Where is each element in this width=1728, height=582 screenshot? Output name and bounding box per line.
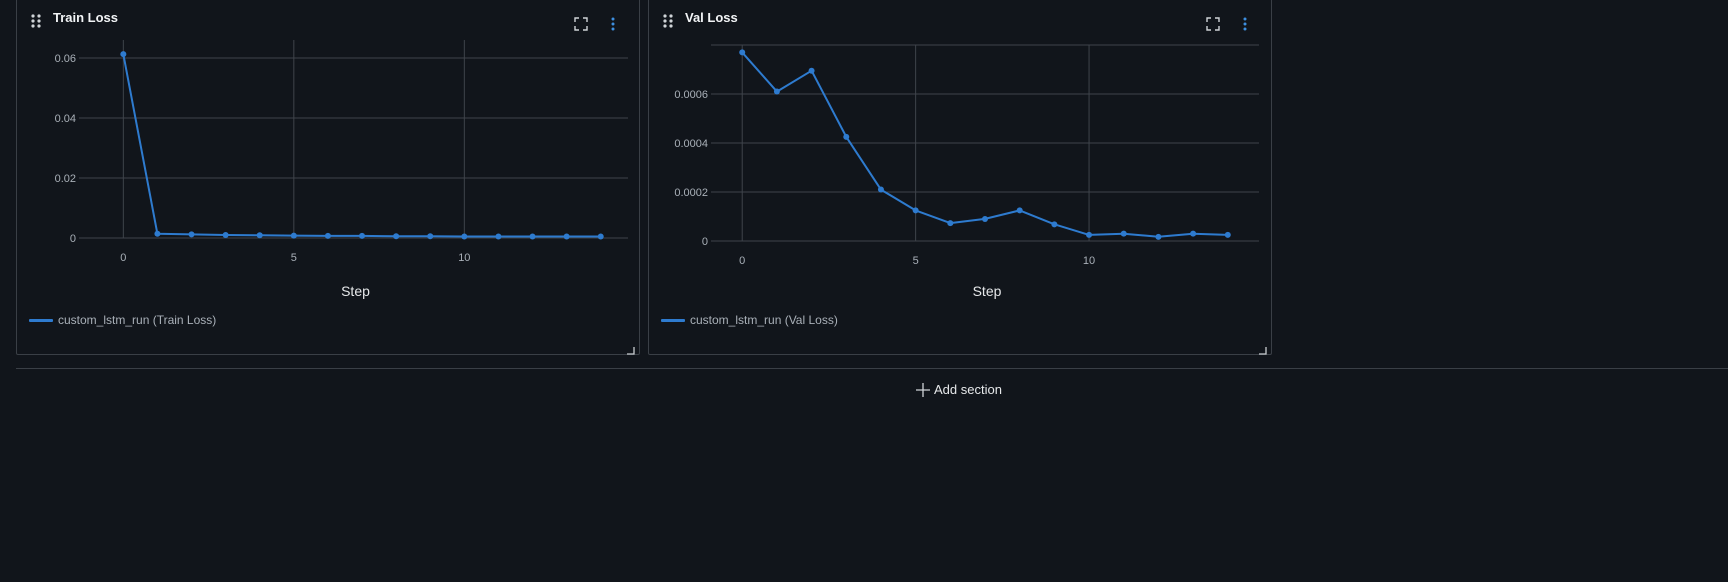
section-divider bbox=[16, 368, 1728, 369]
y-tick-label: 0 bbox=[702, 236, 708, 248]
chart-panel-train-loss: Train Loss 0 5 10 0 0.02 0.04 0.06 Step custom_… bbox=[16, 0, 640, 355]
x-axis-label: Step bbox=[973, 283, 1002, 299]
add-section-label: Add section bbox=[934, 382, 1002, 397]
val-loss-chart: 0 5 10 0 0.0002 0.0004 0.0006 Step bbox=[674, 44, 1259, 299]
fullscreen-icon[interactable] bbox=[571, 14, 591, 34]
data-point bbox=[1086, 231, 1093, 238]
add-section-button[interactable]: Add section bbox=[916, 382, 1002, 397]
data-point bbox=[563, 233, 570, 240]
data-point bbox=[529, 233, 536, 240]
legend-label: custom_lstm_run (Val Loss) bbox=[690, 313, 838, 327]
data-point bbox=[359, 232, 366, 239]
data-point bbox=[982, 215, 988, 222]
data-point bbox=[877, 186, 884, 193]
drag-handle-icon[interactable] bbox=[663, 13, 673, 29]
y-tick-label: 0.02 bbox=[55, 173, 76, 185]
fullscreen-icon[interactable] bbox=[1203, 14, 1223, 34]
y-tick-label: 0.06 bbox=[55, 53, 76, 65]
data-point bbox=[393, 233, 400, 240]
x-tick-label: 10 bbox=[1083, 255, 1095, 267]
x-tick-label: 10 bbox=[458, 252, 470, 264]
panel-title: Val Loss bbox=[685, 10, 738, 25]
data-point bbox=[120, 51, 127, 58]
data-point bbox=[1051, 221, 1058, 228]
data-point bbox=[947, 220, 954, 227]
more-options-icon[interactable] bbox=[1235, 14, 1255, 34]
panel-title: Train Loss bbox=[53, 10, 119, 25]
x-tick-label: 0 bbox=[120, 252, 126, 264]
chart-panel-val-loss: Val Loss 0 5 10 0 0.0002 0.0004 0.0006 Step cus… bbox=[648, 0, 1272, 355]
data-point bbox=[843, 133, 850, 140]
x-tick-label: 5 bbox=[291, 252, 297, 264]
data-point bbox=[773, 88, 780, 95]
y-tick-label: 0.0004 bbox=[674, 138, 708, 150]
data-point bbox=[495, 233, 502, 240]
series-line bbox=[122, 53, 601, 238]
data-point bbox=[1224, 231, 1231, 238]
y-tick-label: 0.0006 bbox=[674, 89, 708, 101]
data-point bbox=[739, 49, 746, 56]
data-point bbox=[256, 232, 263, 239]
data-point bbox=[188, 231, 195, 238]
data-point bbox=[324, 232, 331, 239]
data-point bbox=[597, 233, 604, 240]
data-point bbox=[1016, 207, 1023, 214]
y-tick-label: 0 bbox=[70, 233, 76, 245]
series-line bbox=[741, 51, 1228, 238]
data-point bbox=[912, 207, 919, 214]
data-point bbox=[222, 232, 229, 238]
data-point bbox=[1155, 233, 1162, 240]
data-point bbox=[1190, 230, 1197, 237]
data-point bbox=[427, 233, 434, 240]
legend: custom_lstm_run (Train Loss) bbox=[29, 313, 216, 327]
data-point bbox=[290, 232, 297, 239]
y-tick-label: 0.0002 bbox=[674, 187, 708, 199]
data-point bbox=[461, 233, 468, 240]
data-point bbox=[154, 230, 161, 237]
legend-swatch bbox=[29, 318, 53, 322]
data-point bbox=[808, 67, 815, 74]
x-tick-label: 0 bbox=[739, 255, 745, 267]
train-loss-chart: 0 5 10 0 0.02 0.04 0.06 Step bbox=[55, 40, 628, 299]
data-point bbox=[1120, 230, 1127, 237]
resize-handle-icon[interactable] bbox=[627, 342, 635, 355]
plus-icon bbox=[916, 382, 930, 397]
legend: custom_lstm_run (Val Loss) bbox=[661, 313, 838, 327]
x-axis-label: Step bbox=[341, 283, 370, 299]
more-options-icon[interactable] bbox=[603, 14, 623, 34]
x-tick-label: 5 bbox=[913, 255, 919, 267]
resize-handle-icon[interactable] bbox=[1259, 342, 1267, 355]
drag-handle-icon[interactable] bbox=[31, 13, 41, 29]
legend-swatch bbox=[661, 318, 685, 322]
y-tick-label: 0.04 bbox=[55, 113, 76, 125]
legend-label: custom_lstm_run (Train Loss) bbox=[58, 313, 217, 327]
